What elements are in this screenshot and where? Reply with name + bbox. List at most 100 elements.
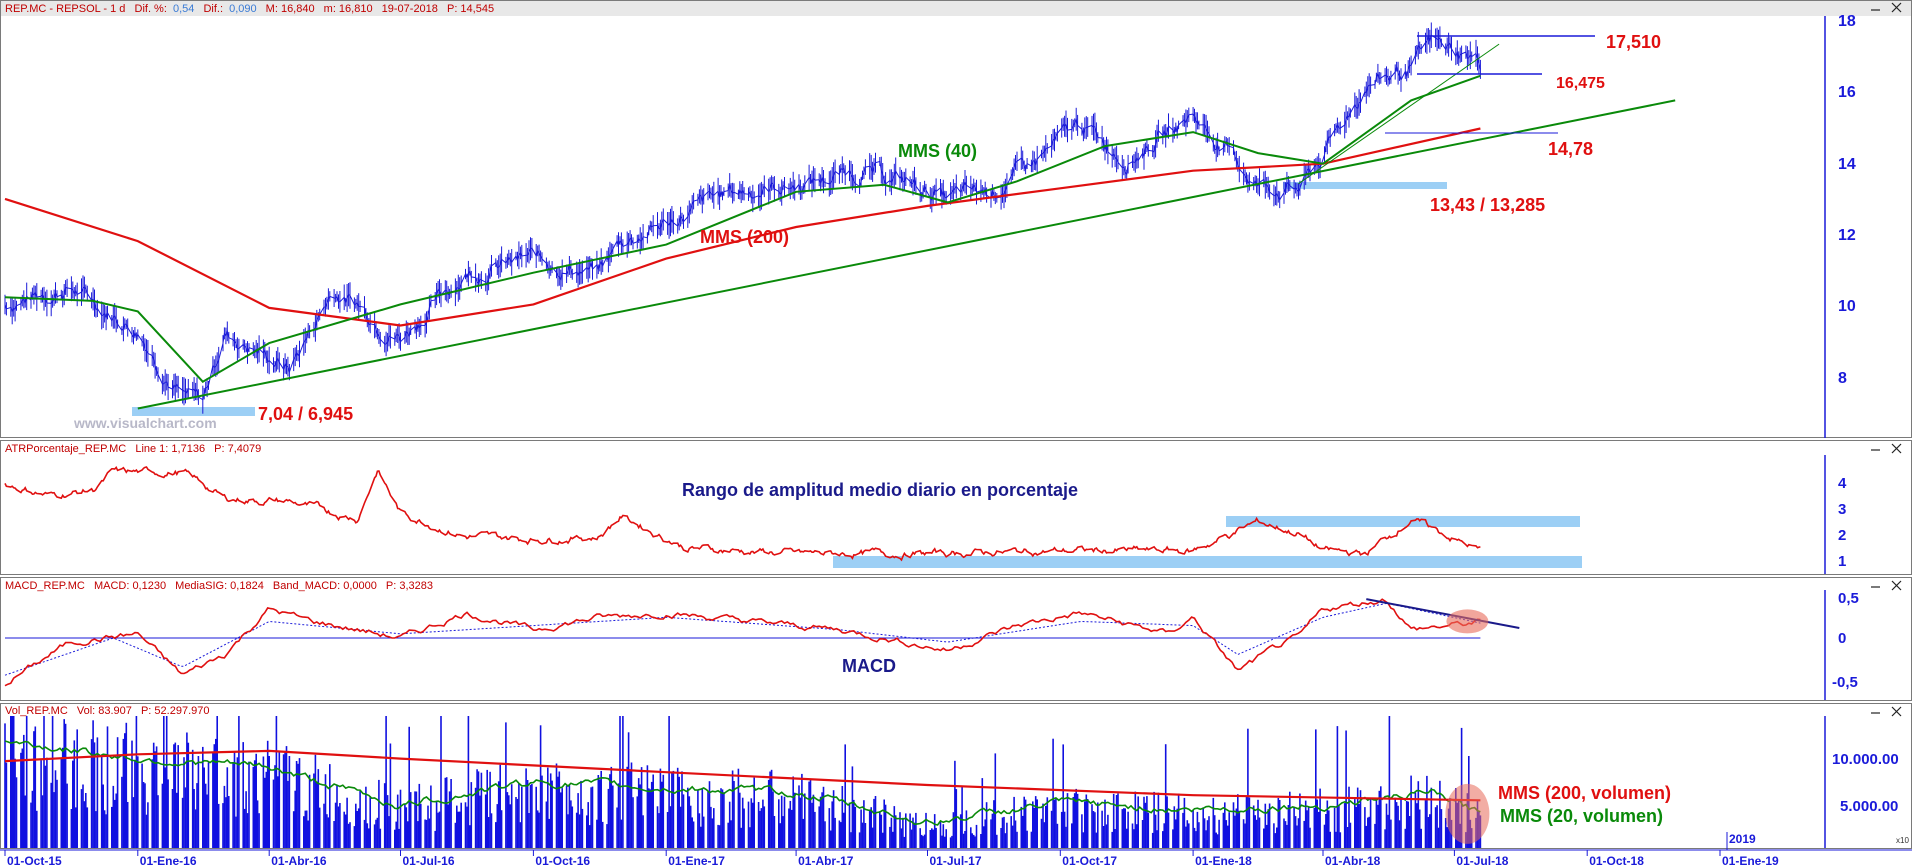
- x-axis-label: 01-Oct-17: [1062, 854, 1117, 867]
- macd-axis-label-05: 0,5: [1838, 590, 1859, 607]
- price-axis-label-10: 10: [1838, 298, 1856, 315]
- volume-header-name: Vol_REP.MC: [5, 705, 68, 717]
- macd-header-macd: MACD: 0,1230: [94, 580, 166, 592]
- x-axis-year-label: 2019: [1729, 832, 1756, 846]
- panel-frames: [0, 0, 1912, 849]
- trendline-main: [137, 99, 1676, 410]
- x-axis-label: 01-Jul-16: [403, 854, 455, 867]
- price-header-close: P: 14,545: [447, 3, 494, 15]
- macd-lines: [4, 598, 1520, 687]
- volume-mms20-line: [4, 740, 1481, 826]
- atr-y-axis: 4 3 2 1: [1838, 475, 1847, 570]
- annotation-mms200: MMS (200): [700, 227, 789, 247]
- x-axis-label: 01-Oct-15: [7, 854, 62, 867]
- macd-y-axis: 0,5 0 -0,5: [1832, 590, 1859, 691]
- macd-header-p: P: 3,3283: [386, 580, 433, 592]
- price-header-dif-label: Dif.:: [203, 3, 223, 15]
- price-header-difpct-label: Dif. %:: [135, 3, 167, 15]
- annotation-mms40: MMS (40): [898, 141, 977, 161]
- price-axis-label-12: 12: [1838, 227, 1856, 244]
- price-axis-label-16: 16: [1838, 84, 1856, 101]
- svg-text:ATRPorcentaje_REP.MC Lin: ATRPorcentaje_REP.MC Line 1: 1,7136 P: 7…: [5, 443, 261, 455]
- macd-axis-label-m05: -0,5: [1832, 674, 1858, 691]
- macd-signal-line: [4, 602, 1481, 676]
- price-header-difpct: 0,54: [173, 3, 194, 15]
- volume-axis-label-10m: 10.000.00: [1832, 751, 1899, 768]
- price-header-max: M: 16,840: [266, 3, 315, 15]
- macd-window-controls: [1871, 580, 1902, 591]
- price-panel-frame: [0, 0, 1912, 438]
- volume-header-p: P: 52.297.970: [141, 705, 210, 717]
- volume-bars: [4, 716, 1482, 848]
- atr-title: Rango de amplitud medio diario en porcen…: [682, 480, 1078, 500]
- price-header-date: 19-07-2018: [382, 3, 438, 15]
- macd-header: MACD_REP.MC MACD: 0,1230 MediaSIG: 0,182…: [5, 580, 433, 592]
- annotation-support1: 14,78: [1548, 139, 1593, 159]
- x-axis-label: 01-Abr-18: [1325, 854, 1381, 867]
- window-close-icon[interactable]: [1891, 2, 1902, 13]
- atr-band-high: [1226, 516, 1580, 527]
- price-axis-label-18: 18: [1838, 13, 1856, 30]
- svg-text:Vol_REP.MC Vol: 83.907: Vol_REP.MC Vol: 83.907 P: 52.297.970: [5, 705, 209, 717]
- x-axis-label: 01-Jul-17: [930, 854, 982, 867]
- macd-divergence-line: [1366, 598, 1520, 629]
- macd-line: [4, 598, 1481, 687]
- price-header-dif: 0,090: [229, 3, 257, 15]
- volume-lines: [4, 740, 1490, 844]
- volume-scale-tag: x10: [1896, 836, 1909, 845]
- x-axis-label: 01-Oct-18: [1589, 854, 1644, 867]
- atr-axis-label-3: 3: [1838, 501, 1846, 518]
- svg-text:MACD_REP.MC MACD: 0,1230: MACD_REP.MC MACD: 0,1230 MediaSIG: 0,182…: [5, 580, 433, 592]
- price-header: REP.MC - REPSOL - 1 d Dif. %: 0,54 Dif.:…: [1, 1, 1911, 16]
- price-bars: [4, 22, 1481, 414]
- x-axis-label: 01-Ene-19: [1722, 854, 1779, 867]
- mms200-line: [4, 127, 1481, 327]
- price-level-lines: [1385, 35, 1595, 134]
- price-support-bands: [132, 182, 1447, 416]
- watermark: www.visualchart.com: [73, 415, 217, 431]
- trendline-short: [1298, 43, 1500, 185]
- macd-header-name: MACD_REP.MC: [5, 580, 85, 592]
- atr-header-p: P: 7,4079: [214, 443, 261, 455]
- macd-axis-label-0: 0: [1838, 630, 1846, 647]
- price-annotations: MMS (40) MMS (200) 17,510 16,475 14,78 1…: [258, 32, 1661, 424]
- atr-axis-label-4: 4: [1838, 475, 1847, 492]
- price-window-controls: [1871, 2, 1902, 13]
- atr-axis-label-2: 2: [1838, 527, 1846, 544]
- mms40-line: [4, 74, 1481, 383]
- atr-panel-frame: [0, 440, 1912, 575]
- atr-line: [4, 465, 1481, 562]
- atr-lines: [4, 465, 1481, 562]
- price-axis-label-14: 14: [1838, 156, 1856, 173]
- volume-axis-label-5m: 5.000.00: [1840, 798, 1898, 815]
- macd-highlight-circle: [1446, 609, 1489, 634]
- price-lines: [4, 22, 1676, 414]
- atr-header-name: ATRPorcentaje_REP.MC: [5, 443, 126, 455]
- window-close-icon[interactable]: [1891, 443, 1902, 454]
- price-y-axis: 18 16 14 12 10 8: [1838, 13, 1856, 387]
- volume-legend-200: MMS (200, volumen): [1498, 783, 1671, 803]
- volume-mms200-line: [4, 749, 1481, 802]
- x-axis-label: 01-Ene-18: [1195, 854, 1252, 867]
- x-axis-label: 01-Abr-16: [271, 854, 327, 867]
- price-header-min: m: 16,810: [324, 3, 373, 15]
- window-close-icon[interactable]: [1891, 580, 1902, 591]
- x-axis-label: 01-Ene-16: [140, 854, 197, 867]
- x-axis-label: 01-Abr-17: [798, 854, 854, 867]
- x-axis-label: 01-Ene-17: [668, 854, 725, 867]
- atr-header: ATRPorcentaje_REP.MC Line 1: 1,7136 P: 7…: [1, 441, 1911, 455]
- svg-text:REP.MC - REPSOL - 1 d D: REP.MC - REPSOL - 1 d Dif. %: 0,54 Dif.:…: [5, 3, 494, 15]
- annotation-support2: 13,43 / 13,285: [1430, 195, 1545, 215]
- window-close-icon[interactable]: [1891, 706, 1902, 717]
- macd-header-band: Band_MACD: 0,0000: [273, 580, 377, 592]
- support-band-mid: [1283, 182, 1447, 189]
- price-header-symbol: REP.MC - REPSOL - 1 d: [5, 3, 125, 15]
- volume-header: Vol_REP.MC Vol: 83.907 P: 52.297.970: [5, 705, 209, 717]
- x-axis: 01-Oct-15 01-Ene-16 01-Abr-16 01-Jul-16 01-O…: [4, 832, 1779, 867]
- atr-band-low: [833, 556, 1582, 568]
- price-line: [4, 34, 1481, 401]
- atr-bands: [833, 516, 1582, 568]
- volume-legend-20: MMS (20, volumen): [1500, 806, 1663, 826]
- support-band-low: [132, 407, 255, 416]
